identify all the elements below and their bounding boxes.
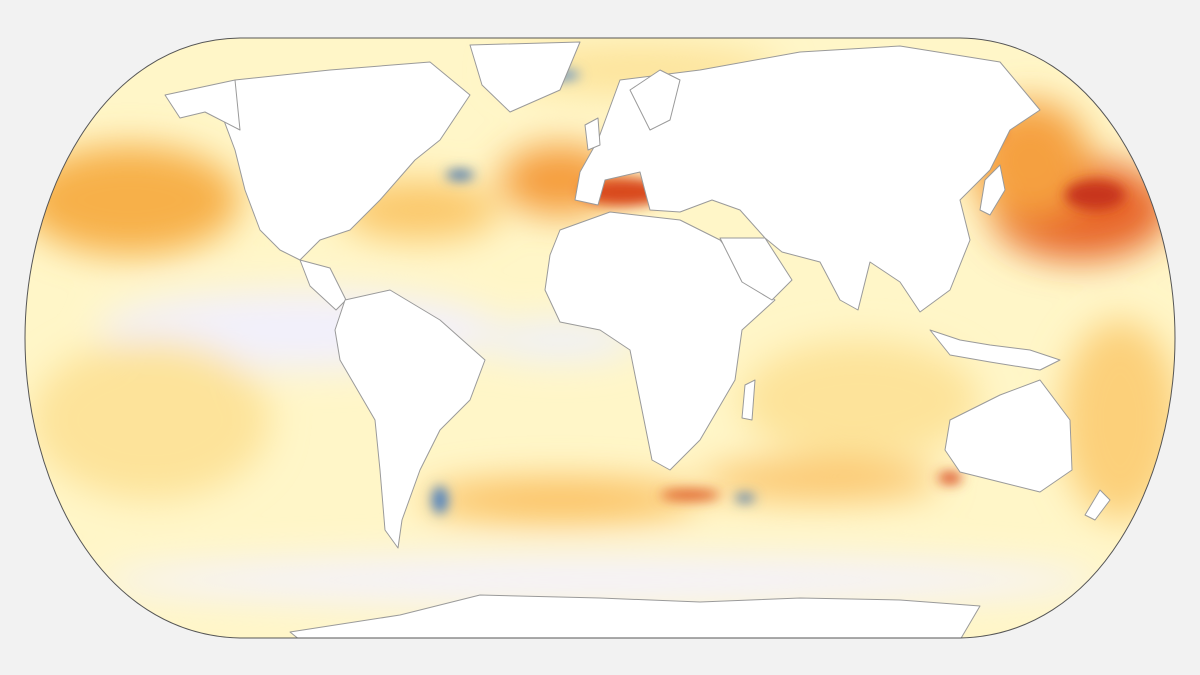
scandinavia (629, 69, 681, 131)
eurasia (574, 45, 1041, 313)
japan (979, 164, 1006, 216)
indonesia (929, 329, 1061, 371)
australia (944, 379, 1073, 493)
alaska (164, 79, 241, 131)
antarctica (289, 594, 981, 638)
africa (544, 211, 776, 471)
new-zealand (1084, 489, 1111, 521)
north-america (219, 61, 471, 261)
arabia (719, 237, 793, 301)
central-america (299, 259, 347, 311)
map-outline (24, 37, 1176, 639)
greenland (469, 41, 581, 113)
madagascar (741, 379, 756, 421)
landmasses (164, 41, 1111, 638)
south-america (334, 289, 486, 549)
british-isles (584, 117, 601, 151)
